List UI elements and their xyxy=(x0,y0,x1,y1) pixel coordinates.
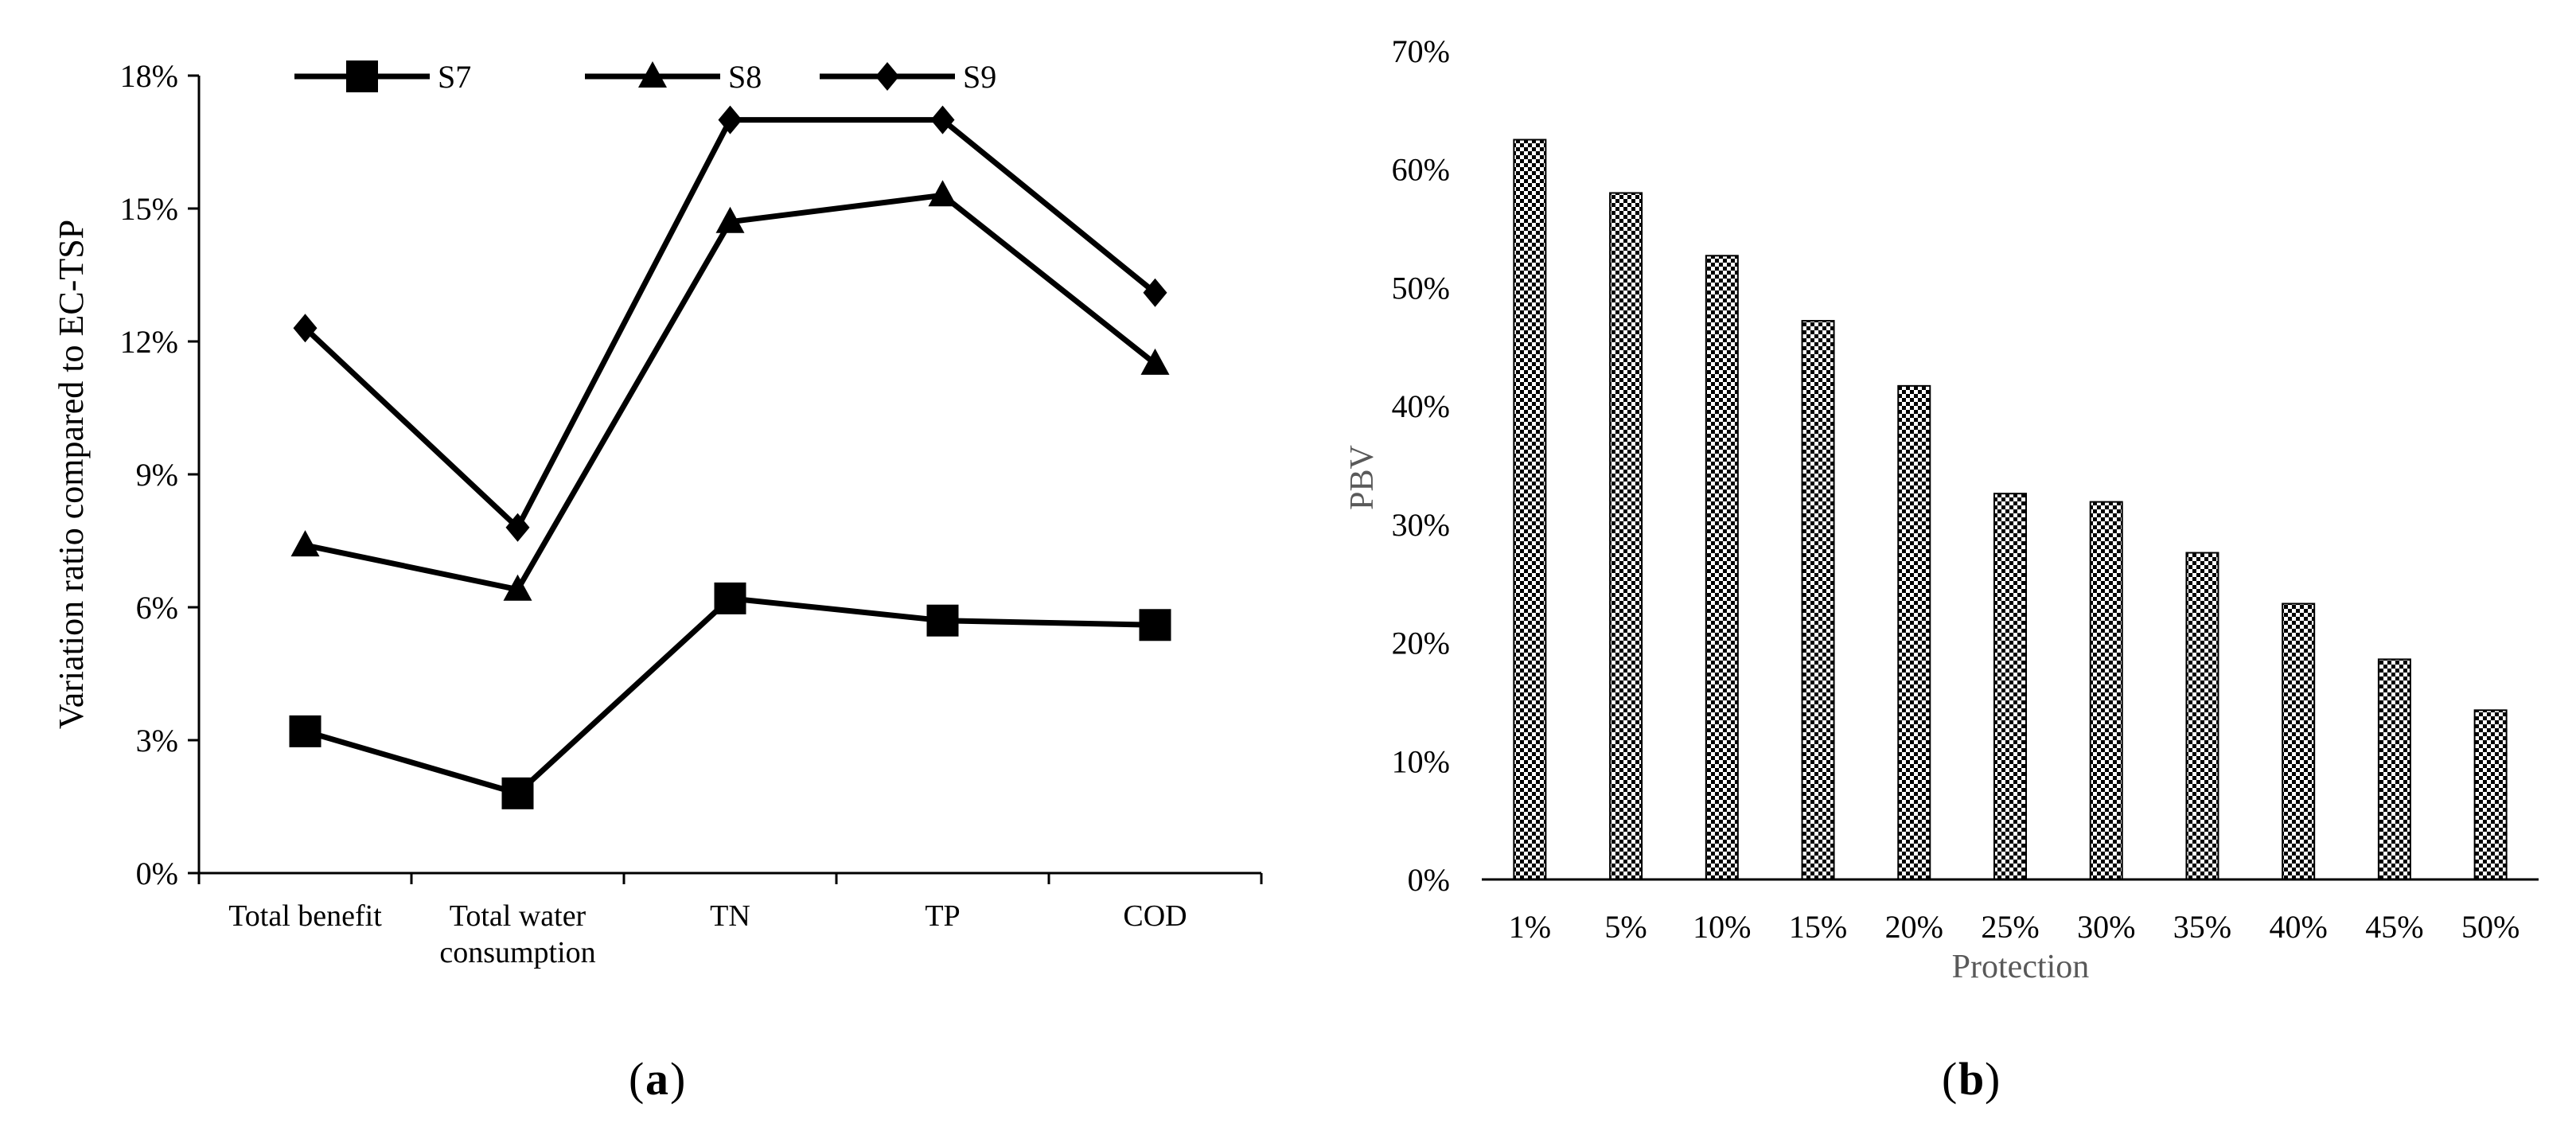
x-tick-label: 40% xyxy=(2270,909,2328,945)
x-tick-label: 35% xyxy=(2173,909,2231,945)
data-point xyxy=(928,180,957,207)
series-s9 xyxy=(293,105,1167,542)
bar xyxy=(2377,658,2411,880)
data-point xyxy=(503,574,532,601)
series-line xyxy=(304,192,1157,593)
y-tick-label: 15% xyxy=(120,191,178,227)
bar xyxy=(2089,501,2123,880)
x-axis-title: Protection xyxy=(1952,949,2090,985)
bar xyxy=(1705,255,1739,881)
series-line xyxy=(303,117,1157,531)
series-line xyxy=(304,595,1155,797)
axes xyxy=(197,76,1261,875)
line-chart: 0% 3% 6% 9% 12% 15% 18% Total benefit Total wat… xyxy=(52,58,1263,969)
x-tick-label: 10% xyxy=(1693,909,1751,945)
bars xyxy=(1513,138,2508,881)
y-tick-label: 0% xyxy=(1408,862,1450,898)
data-point xyxy=(718,105,742,135)
x-tick-label: 1% xyxy=(1509,909,1551,945)
data-point xyxy=(289,715,322,747)
data-point xyxy=(1143,278,1167,307)
series-s8 xyxy=(290,180,1170,601)
x-tick-label: TP xyxy=(925,899,960,933)
y-tick-label: 6% xyxy=(136,590,178,626)
caption-close-paren: ) xyxy=(670,1053,685,1105)
bar xyxy=(2185,552,2219,880)
data-point xyxy=(346,60,378,92)
data-point xyxy=(875,62,899,91)
y-tick-label: 9% xyxy=(136,457,178,493)
y-tick-label: 70% xyxy=(1392,33,1450,69)
x-tick-label: 15% xyxy=(1789,909,1847,945)
series-s7 xyxy=(289,582,1171,809)
x-tick-label: 50% xyxy=(2461,909,2519,945)
bar xyxy=(2282,602,2316,880)
x-tick-label: Total benefit xyxy=(228,899,382,933)
legend-label: S7 xyxy=(438,59,471,95)
caption-open-paren: ( xyxy=(1942,1053,1957,1105)
bar xyxy=(1513,138,1547,881)
x-ticks: 1% 5% 10% 15% 20% 25% 30% 35% 40% 45% 50% xyxy=(1509,909,2520,945)
data-point xyxy=(501,777,534,809)
data-point xyxy=(638,61,667,88)
data-point xyxy=(290,530,320,557)
x-tick-label: TN xyxy=(710,899,750,933)
legend-label: S9 xyxy=(963,59,996,95)
y-tick-label: 10% xyxy=(1392,743,1450,779)
y-tick-label: 50% xyxy=(1392,270,1450,306)
x-tick-label: 20% xyxy=(1885,909,1943,945)
bar xyxy=(1993,493,2027,880)
bar xyxy=(1801,320,1835,881)
legend-label: S8 xyxy=(728,59,762,95)
caption-letter: b xyxy=(1958,1053,1984,1105)
y-tick-label: 18% xyxy=(120,58,178,94)
data-point xyxy=(715,206,745,233)
y-axis-title: PBV xyxy=(1344,445,1381,510)
data-point xyxy=(293,314,318,343)
y-ticks: 0% 3% 6% 9% 12% 15% 18% xyxy=(120,58,199,891)
data-point xyxy=(505,513,530,542)
x-tick-label: Total water xyxy=(450,899,587,933)
y-tick-label: 3% xyxy=(136,723,178,758)
panel-b-caption: ( b ) xyxy=(1942,1053,2000,1105)
x-tick-label: COD xyxy=(1123,899,1187,933)
data-point xyxy=(930,105,955,135)
series-group xyxy=(289,105,1171,809)
y-tick-label: 40% xyxy=(1392,388,1450,424)
caption-letter: a xyxy=(645,1053,668,1105)
bar-chart: 0% 10% 20% 30% 40% 50% 60% 70% 1% 5% 10% 15% 20% 25%… xyxy=(1344,33,2539,985)
bar xyxy=(2473,709,2508,880)
y-tick-label: 20% xyxy=(1392,626,1450,661)
legend: S7 S8 S9 xyxy=(294,59,996,95)
x-tick-label: 30% xyxy=(2077,909,2135,945)
y-tick-label: 12% xyxy=(120,324,178,360)
y-ticks: 0% 10% 20% 30% 40% 50% 60% 70% xyxy=(1392,33,1450,898)
data-point xyxy=(714,582,746,614)
y-axis-title: Variation ratio compared to EC-TSP xyxy=(52,220,91,729)
x-tick-label: 45% xyxy=(2365,909,2423,945)
x-tick-label: 5% xyxy=(1604,909,1647,945)
panel-a-caption: ( a ) xyxy=(629,1053,685,1105)
x-tick-label: consumption xyxy=(439,936,595,969)
data-point xyxy=(1139,609,1171,641)
y-tick-label: 30% xyxy=(1392,507,1450,543)
bar xyxy=(1897,384,1931,880)
y-tick-label: 0% xyxy=(136,856,178,891)
x-tick-label: 25% xyxy=(1981,909,2039,945)
data-point xyxy=(926,604,959,637)
data-point xyxy=(1140,348,1170,375)
caption-open-paren: ( xyxy=(629,1053,644,1105)
bar xyxy=(1609,192,1643,880)
caption-close-paren: ) xyxy=(1985,1053,2000,1105)
y-tick-label: 60% xyxy=(1392,152,1450,188)
